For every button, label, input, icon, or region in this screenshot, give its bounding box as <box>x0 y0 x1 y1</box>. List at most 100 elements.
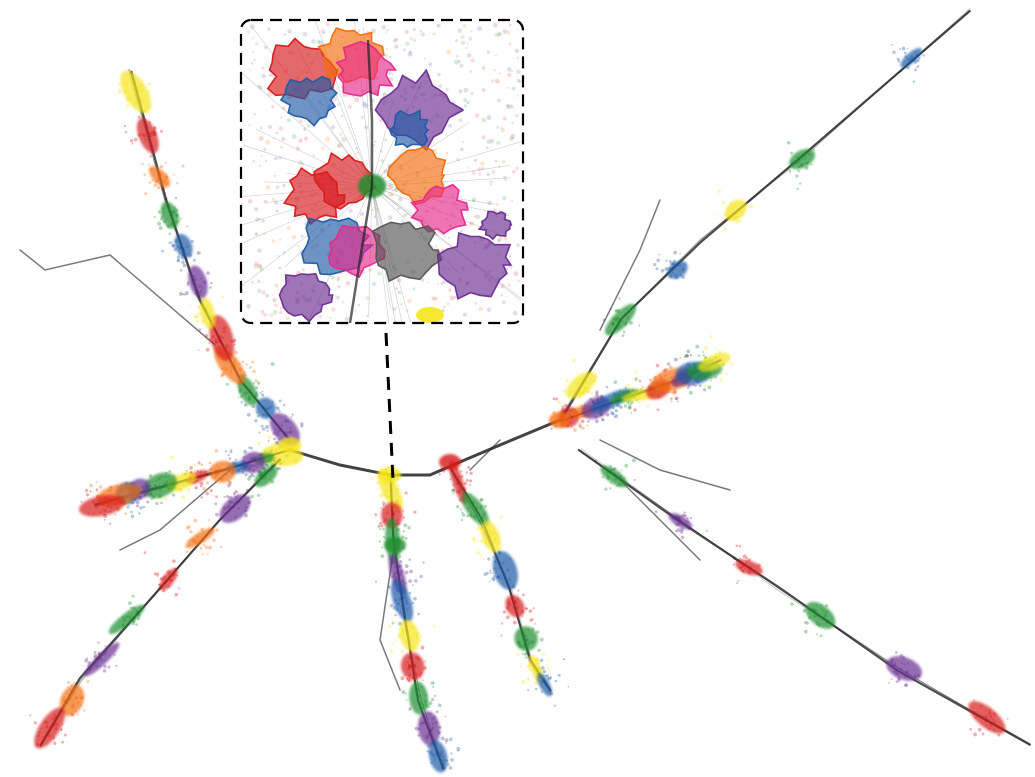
inset-point <box>248 123 251 127</box>
inset-point <box>481 66 486 70</box>
cell-point <box>479 498 483 502</box>
inset-point <box>510 133 515 139</box>
inset-point <box>478 172 482 176</box>
cell-point <box>412 584 414 587</box>
cell-point <box>500 622 504 625</box>
cell-point <box>414 726 419 731</box>
cell-point <box>523 652 527 656</box>
inset-point <box>286 225 291 231</box>
cell-point <box>483 572 487 576</box>
cell-point <box>485 571 489 575</box>
cell-point <box>524 606 528 610</box>
cell-point <box>595 392 598 394</box>
cell-point <box>206 553 209 556</box>
inset-point <box>377 271 382 276</box>
inset-point <box>272 310 278 315</box>
cell-point <box>138 512 141 515</box>
cell-point <box>186 487 191 492</box>
cell-point <box>223 495 226 499</box>
cell-point <box>267 441 270 444</box>
cell-point <box>278 410 281 413</box>
inset-point <box>463 98 468 103</box>
inset-point <box>440 282 444 285</box>
cell-point <box>257 381 261 385</box>
cell-point <box>195 314 199 319</box>
cell-point <box>177 466 180 469</box>
cell-point <box>460 470 463 473</box>
inset-point <box>381 25 386 30</box>
inset-point <box>435 245 438 248</box>
inset-point <box>263 148 267 152</box>
cell-point <box>714 376 717 379</box>
cell-point <box>153 183 158 188</box>
cell-point <box>449 737 453 742</box>
cell-point <box>527 678 530 681</box>
cell-point <box>186 282 190 286</box>
inset-point <box>257 84 260 88</box>
cell-point <box>253 382 255 385</box>
inset-point <box>271 197 276 202</box>
inset-point <box>446 302 450 305</box>
cell-point <box>612 412 615 414</box>
cell-point <box>626 401 630 405</box>
inset-point <box>321 146 325 151</box>
trajectory-edge <box>559 11 970 421</box>
cell-point <box>258 431 261 434</box>
cell-point <box>33 721 37 725</box>
inset-point <box>271 105 275 109</box>
cell-point <box>665 259 668 262</box>
cell-point <box>413 510 417 514</box>
cell-point <box>214 502 218 506</box>
inset-point <box>336 278 340 282</box>
inset-point <box>258 164 262 167</box>
cell-point <box>228 457 232 460</box>
inset-edge <box>371 185 523 305</box>
inset-point <box>275 185 280 190</box>
inset-point <box>466 42 469 45</box>
cell-point <box>185 464 188 467</box>
inset-point <box>357 303 361 307</box>
cell-point <box>208 545 213 550</box>
cell-point <box>467 465 471 469</box>
inset-point <box>510 69 514 73</box>
inset-point <box>486 115 492 120</box>
cell-point <box>536 630 540 634</box>
inset-point <box>407 51 413 57</box>
cell-point <box>277 466 281 471</box>
inset-point <box>332 97 338 102</box>
inset-point <box>274 283 279 288</box>
cell-point <box>300 424 304 428</box>
cell-point <box>739 219 743 223</box>
cell-point <box>683 514 686 517</box>
cluster-blob <box>428 740 448 773</box>
inset-point <box>325 136 330 142</box>
cell-point <box>540 690 544 693</box>
inset-point <box>514 48 520 54</box>
cell-point <box>374 513 378 517</box>
cell-point <box>465 478 469 482</box>
cell-point <box>656 258 660 263</box>
inset-point <box>459 195 462 198</box>
trajectory-edge <box>288 418 562 477</box>
cell-point <box>399 560 403 564</box>
inset-point <box>260 155 263 158</box>
cell-point <box>476 551 480 555</box>
cell-point <box>448 766 453 770</box>
cell-point <box>214 448 218 453</box>
cell-point <box>500 634 503 637</box>
cell-point <box>684 514 687 517</box>
cell-point <box>805 621 809 625</box>
cluster-blob <box>481 520 501 553</box>
inset-point <box>360 115 365 120</box>
cluster-blob <box>667 260 688 279</box>
cell-point <box>527 688 530 692</box>
inset-point <box>273 174 277 178</box>
cell-point <box>630 411 633 414</box>
inset-point <box>359 211 364 216</box>
cell-point <box>562 658 566 661</box>
cell-point <box>205 491 209 496</box>
cell-point <box>906 65 910 70</box>
cell-point <box>796 187 799 191</box>
inset-edge <box>348 185 374 323</box>
inset-cluster-region <box>327 224 386 279</box>
